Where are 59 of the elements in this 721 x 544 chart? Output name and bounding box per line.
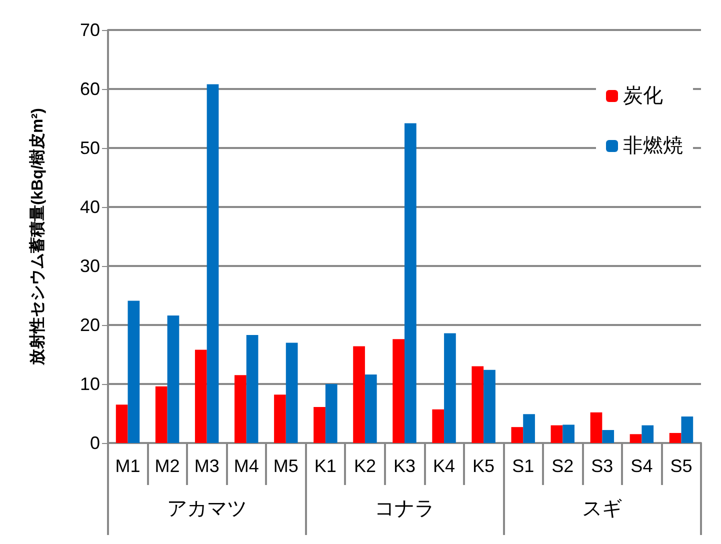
legend-label: 炭化 xyxy=(623,85,663,107)
y-tick-label: 30 xyxy=(80,256,100,276)
bar xyxy=(432,409,444,443)
x-tick-label: K3 xyxy=(393,456,416,476)
x-tick-label: M2 xyxy=(154,456,180,476)
bar xyxy=(590,412,602,443)
bar xyxy=(444,333,456,443)
bar xyxy=(630,434,642,443)
text: スギ xyxy=(582,498,622,520)
y-tick-label: 50 xyxy=(80,138,100,158)
bar xyxy=(511,427,524,443)
bar xyxy=(206,84,219,443)
x-tick-label: S3 xyxy=(591,456,614,476)
bar xyxy=(642,425,654,443)
y-tick-label: 0 xyxy=(90,433,100,453)
bar xyxy=(681,416,694,443)
bar xyxy=(325,384,338,443)
x-tick-label: M1 xyxy=(115,456,140,476)
bar xyxy=(550,425,563,443)
x-tick-label: K4 xyxy=(433,456,456,476)
text: コナラ xyxy=(374,498,434,520)
bar xyxy=(562,424,574,443)
x-tick-label: K2 xyxy=(354,456,376,476)
x-tick-label: S2 xyxy=(552,456,574,476)
x-tick-label: K1 xyxy=(314,456,336,476)
y-tick-label: 60 xyxy=(80,79,100,99)
x-tick-label: S1 xyxy=(512,456,534,476)
bar xyxy=(194,350,207,443)
x-tick-label: M5 xyxy=(273,456,298,476)
bar xyxy=(472,366,484,443)
text: アカマツ xyxy=(166,498,247,520)
bar xyxy=(669,432,682,443)
legend-label: 非燃焼 xyxy=(623,135,683,157)
bar xyxy=(234,375,246,443)
y-tick-label: 10 xyxy=(80,374,100,394)
x-tick-label: M3 xyxy=(194,456,220,476)
bar xyxy=(274,394,286,443)
bar xyxy=(314,407,326,443)
x-tick-label: S4 xyxy=(630,456,653,476)
bar xyxy=(128,300,140,443)
y-tick-label: 70 xyxy=(80,20,100,40)
bar xyxy=(364,374,377,443)
bar xyxy=(155,386,168,443)
bar xyxy=(246,335,258,443)
bar xyxy=(523,414,535,443)
y-tick-label: 40 xyxy=(80,197,100,217)
x-tick-label: K5 xyxy=(472,456,495,476)
bar xyxy=(602,430,614,443)
bar xyxy=(286,342,298,443)
bar xyxy=(116,404,128,443)
bar xyxy=(484,370,496,443)
x-tick-label: M4 xyxy=(234,456,259,476)
y-tick-label: 20 xyxy=(80,315,100,335)
bar xyxy=(392,339,404,443)
x-tick-label: S5 xyxy=(670,456,692,476)
bar xyxy=(404,123,416,443)
bar xyxy=(353,346,365,443)
y-axis-title: 放射性セシウム蓄積量(kBq/樹皮m²) xyxy=(28,108,46,366)
bar xyxy=(167,316,180,443)
